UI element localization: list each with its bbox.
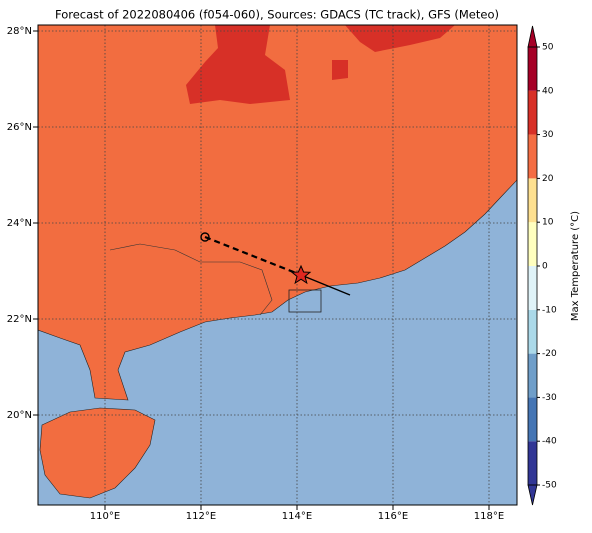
- x-tick-label: 118°E: [474, 511, 504, 522]
- y-tick-label: 20°N: [7, 410, 32, 421]
- y-tick-label: 28°N: [7, 26, 32, 37]
- colorbar-label: Max Temperature (°C): [570, 211, 581, 321]
- track-forecast: [204, 235, 302, 277]
- colorbar-band: [528, 397, 537, 442]
- graticule: [38, 25, 517, 505]
- colorbar-band: [528, 309, 537, 354]
- colorbar-tick-label: 50: [542, 43, 554, 53]
- colorbar-band: [528, 222, 537, 266]
- island: [39, 407, 156, 499]
- colorbar-tick-label: 10: [542, 218, 554, 228]
- colorbar-tick-label: -50: [542, 481, 557, 491]
- colorbar-band: [528, 134, 537, 179]
- colorbar-tick-label: 0: [542, 262, 548, 272]
- colorbar-extend: [527, 25, 538, 48]
- title: Forecast of 2022080406 (f054-060), Sourc…: [55, 8, 499, 22]
- colorbar: -50 -40 -30 -20 -10 0 10 20 30 40 50 Max Temperatur…: [527, 25, 581, 506]
- colorbar-tick-label: -10: [542, 305, 557, 315]
- colorbar-tick-label: -30: [542, 393, 557, 403]
- y-tick-label: 26°N: [7, 122, 32, 133]
- colorbar-tick-label: -20: [542, 349, 557, 359]
- boundary: [109, 243, 273, 316]
- map-area: [38, 25, 517, 505]
- track-forecast: [300, 274, 351, 296]
- colorbar-tick-label: 40: [542, 86, 554, 96]
- y-tick-label: 24°N: [7, 218, 32, 229]
- colorbar-band: [528, 266, 537, 310]
- boundary: [288, 289, 322, 313]
- colorbar-band: [528, 178, 537, 223]
- storm-position: [290, 264, 312, 285]
- colorbar-tick-label: -40: [542, 437, 557, 447]
- ocean: [38, 179, 517, 505]
- colorbar-band: [528, 47, 537, 91]
- colorbar-band: [528, 441, 537, 485]
- hot-patch: [332, 60, 348, 80]
- colorbar-extend: [527, 484, 538, 506]
- colorbar-band: [528, 353, 537, 398]
- track-start: [200, 232, 210, 242]
- colorbar-tick-label: 20: [542, 174, 554, 184]
- x-tick-label: 116°E: [378, 511, 408, 522]
- colorbar-band: [528, 90, 537, 135]
- frame: [37, 24, 518, 506]
- y-tick-label: 22°N: [7, 314, 32, 325]
- hot-patch: [186, 25, 290, 104]
- x-tick-label: 112°E: [186, 511, 216, 522]
- x-tick-label: 110°E: [90, 511, 120, 522]
- x-tick-label: 114°E: [282, 511, 312, 522]
- hot-patch: [345, 25, 455, 52]
- colorbar-tick-label: 30: [542, 130, 554, 140]
